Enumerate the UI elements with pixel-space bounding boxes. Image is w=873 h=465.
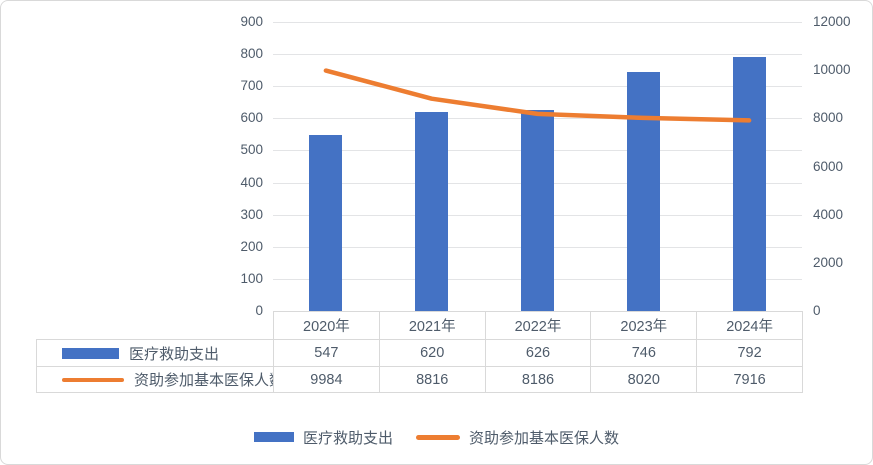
table-value-cell: 547 (273, 339, 379, 366)
left-axis-tick-label: 500 (240, 142, 263, 158)
table-value-cell: 746 (590, 339, 697, 366)
table-row-header-bar: 医疗救助支出 (36, 339, 273, 366)
x-axis-category-cell: 2020年 (273, 311, 379, 339)
right-axis-tick-label: 2000 (813, 254, 844, 270)
bar (732, 56, 766, 311)
line-series-key-icon (62, 377, 124, 382)
table-row-line-series: 资助参加基本医保人数 9984 8816 8186 8020 7916 (36, 366, 803, 393)
line-series-layer (323, 68, 752, 123)
left-axis-tick-label: 200 (240, 238, 263, 254)
left-axis-tick-label: 700 (240, 78, 263, 94)
table-value-cell: 9984 (273, 366, 379, 393)
left-axis-tick-label: 100 (240, 270, 263, 286)
right-axis-tick-label: 12000 (813, 14, 851, 29)
table-value-cell: 8816 (378, 366, 485, 393)
table-value-cell: 7916 (696, 366, 803, 393)
legend-bar-swatch-icon (253, 432, 294, 442)
right-axis-tick-label: 0 (813, 303, 821, 318)
table-row-header-line: 资助参加基本医保人数 (36, 366, 273, 393)
table-value-cell: 8020 (590, 366, 697, 393)
table-value-cell: 792 (696, 339, 803, 366)
gridline (273, 54, 802, 56)
legend-label-line: 资助参加基本医保人数 (469, 429, 620, 447)
bar (415, 111, 449, 311)
legend-label-bar: 医疗救助支出 (302, 429, 393, 447)
left-axis-tick-label: 400 (240, 174, 263, 190)
right-axis-tick-label: 8000 (813, 110, 844, 126)
table-value-cell: 626 (484, 339, 591, 366)
x-axis-category-row: 2020年 2021年 2022年 2023年 2024年 (273, 311, 803, 339)
table-row-bar-series: 医疗救助支出 547 620 626 746 792 (36, 339, 803, 366)
right-axis-tick-label: 4000 (813, 206, 844, 222)
left-axis-tick-label: 600 (240, 110, 263, 126)
x-axis-category-cell: 2021年 (378, 311, 485, 339)
gridline (273, 22, 802, 23)
gridline (273, 86, 802, 88)
left-axis-tick-label: 0 (255, 303, 263, 318)
table-value-cell: 620 (378, 339, 485, 366)
left-axis-tick-label: 800 (240, 46, 263, 62)
series-name-label: 资助参加基本医保人数 (134, 372, 273, 389)
bar (309, 135, 343, 311)
left-axis-tick-label: 300 (240, 206, 263, 222)
x-axis-category-cell: 2022年 (484, 311, 591, 339)
table-value-cell: 8186 (484, 366, 591, 393)
x-axis-category-cell: 2024年 (696, 311, 803, 339)
x-axis-category-cell: 2023年 (590, 311, 697, 339)
bar (521, 110, 554, 311)
legend: 医疗救助支出 资助参加基本医保人数 (1, 424, 872, 450)
bar (626, 71, 660, 311)
legend-line-marker-icon (416, 434, 460, 440)
left-axis-tick-label: 900 (240, 14, 263, 29)
right-axis-tick-label: 10000 (813, 62, 851, 78)
series-name-label: 医疗救助支出 (129, 345, 220, 363)
line-series-path (323, 68, 752, 123)
right-axis-tick-label: 6000 (813, 158, 844, 174)
bar-series-key-icon (62, 347, 119, 359)
